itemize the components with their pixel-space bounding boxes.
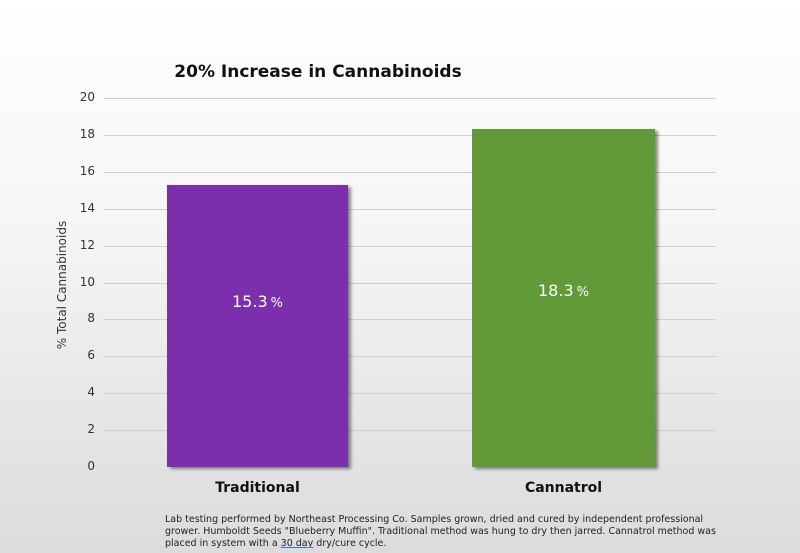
y-tick-label: 18 xyxy=(79,127,95,141)
footnote: Lab testing performed by Northeast Proce… xyxy=(165,514,725,550)
y-tick-label: 8 xyxy=(87,311,95,325)
y-tick-label: 10 xyxy=(79,275,95,289)
gridline xyxy=(104,98,716,99)
bar-cannatrol: 18.3% xyxy=(472,129,655,467)
data-label: 18.3% xyxy=(538,281,589,300)
y-tick-label: 20 xyxy=(79,90,95,104)
y-tick-label: 14 xyxy=(79,201,95,215)
gridline xyxy=(104,135,716,136)
gridline xyxy=(104,356,716,357)
y-tick-label: 16 xyxy=(79,164,95,178)
x-category-label: Cannatrol xyxy=(524,480,603,496)
gridline xyxy=(104,246,716,247)
bar-traditional: 15.3% xyxy=(167,185,348,467)
footnote-underlined: 30 day xyxy=(280,538,314,549)
gridline xyxy=(104,319,716,320)
y-axis-label: % Total Cannabinoids xyxy=(55,220,69,350)
chart-title-text: 20% Increase in Cannabinoids xyxy=(174,62,462,82)
gridline xyxy=(104,283,716,284)
footnote-text-2: dry/cure cycle. xyxy=(313,538,387,549)
gridline xyxy=(104,393,716,394)
y-tick-label: 12 xyxy=(79,238,95,252)
y-tick-label: 0 xyxy=(87,459,95,473)
data-label: 15.3% xyxy=(232,292,283,311)
y-tick-label: 4 xyxy=(87,385,95,399)
y-tick-label: 2 xyxy=(87,422,95,436)
gridline xyxy=(104,430,716,431)
gridline xyxy=(104,209,716,210)
gridline xyxy=(104,172,716,173)
chart-title: 20% Increase in Cannabinoids xyxy=(0,62,800,82)
footnote-text-1: Lab testing performed by Northeast Proce… xyxy=(165,514,716,549)
x-category-label: Traditional xyxy=(215,480,300,496)
y-tick-label: 6 xyxy=(87,348,95,362)
